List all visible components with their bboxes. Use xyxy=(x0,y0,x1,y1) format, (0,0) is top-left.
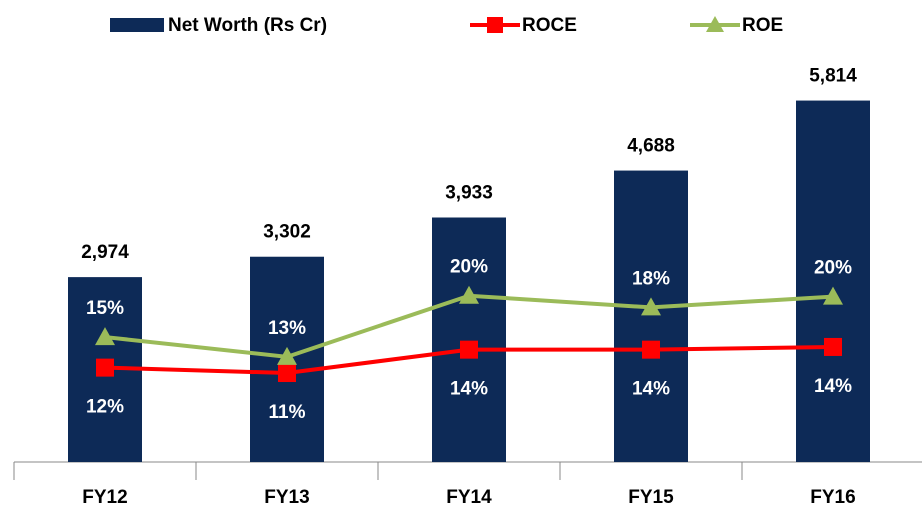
marker xyxy=(642,340,660,359)
bar-value-label: 2,974 xyxy=(81,242,129,263)
line-value-label: 14% xyxy=(450,379,488,400)
x-tick-label: FY16 xyxy=(810,487,855,508)
x-tick-label: FY12 xyxy=(82,487,127,508)
line-value-label: 11% xyxy=(269,402,306,423)
marker xyxy=(95,327,115,346)
line-value-label: 14% xyxy=(814,376,852,397)
line-value-label: 12% xyxy=(86,397,124,418)
line-value-label: 20% xyxy=(814,258,852,279)
bar xyxy=(432,217,506,462)
marker xyxy=(823,286,843,305)
line-value-label: 15% xyxy=(86,298,124,319)
marker xyxy=(278,364,296,383)
legend-label: ROE xyxy=(742,15,783,36)
legend-label: ROCE xyxy=(522,15,577,36)
marker xyxy=(459,285,479,304)
marker xyxy=(641,297,661,316)
marker xyxy=(460,340,478,359)
bar xyxy=(614,170,688,462)
legend-marker xyxy=(706,16,724,32)
legend-marker xyxy=(487,17,503,33)
marker xyxy=(824,337,842,356)
legend-label: Net Worth (Rs Cr) xyxy=(168,15,327,36)
bar-value-label: 5,814 xyxy=(809,66,857,87)
line-value-label: 20% xyxy=(450,257,488,278)
line-value-label: 18% xyxy=(632,268,670,289)
x-tick-label: FY14 xyxy=(446,487,492,508)
bar-value-label: 3,302 xyxy=(263,222,311,243)
x-tick-label: FY13 xyxy=(264,487,309,508)
marker xyxy=(96,358,114,377)
bar xyxy=(796,100,870,463)
bar-value-label: 3,933 xyxy=(445,183,493,204)
legend-swatch xyxy=(110,18,164,32)
x-tick-label: FY15 xyxy=(628,487,674,508)
marker xyxy=(277,346,297,365)
line-value-label: 13% xyxy=(268,318,306,339)
line-value-label: 14% xyxy=(632,379,670,400)
bar-value-label: 4,688 xyxy=(627,136,675,157)
